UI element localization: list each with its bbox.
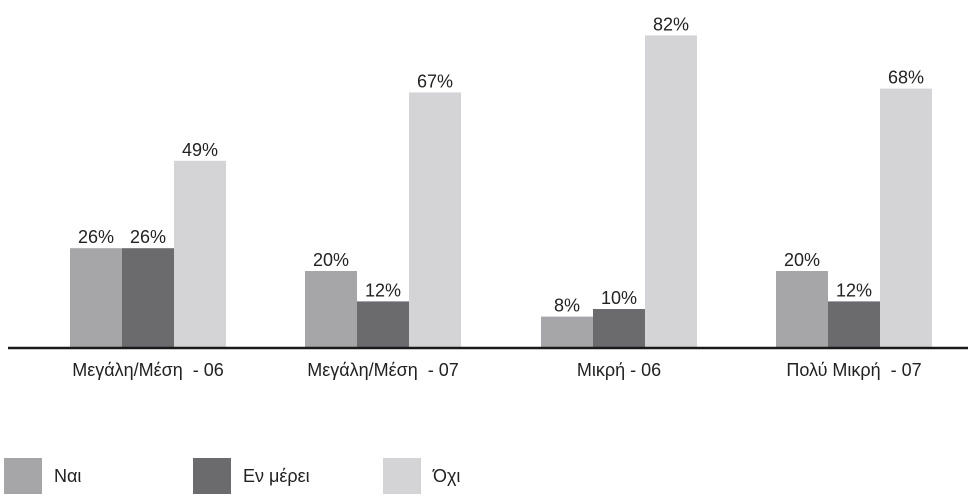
legend-item-en-merei: Εν μέρει: [193, 458, 310, 494]
bar-nai-4: [776, 271, 828, 347]
legend-swatch-en-merei: [193, 458, 231, 494]
bar-nai-3: [541, 316, 593, 347]
legend-item-ochi: Όχι: [383, 458, 460, 494]
value-label-nai-4: 20%: [784, 250, 820, 270]
value-label-ochi-2: 67%: [417, 71, 453, 91]
legend-label-en-merei: Εν μέρει: [243, 465, 310, 486]
bar-chart: 26% 26% 49% 20% 12% 67% 8% 10% 82% 20% 12% 68% Μεγά…: [8, 14, 968, 380]
bar-en-merei-4: [828, 301, 880, 347]
bar-nai-2: [305, 271, 357, 347]
value-label-en-merei-1: 26%: [130, 227, 166, 247]
value-label-en-merei-4: 12%: [836, 280, 872, 300]
value-label-en-merei-2: 12%: [365, 280, 401, 300]
legend-swatch-nai: [4, 458, 42, 494]
bar-ochi-2: [409, 92, 461, 348]
legend: Ναι Εν μέρει Όχι: [0, 458, 968, 497]
bars-group: [70, 35, 932, 348]
value-label-nai-2: 20%: [313, 250, 349, 270]
value-label-ochi-4: 68%: [888, 68, 924, 88]
value-label-en-merei-3: 10%: [601, 288, 637, 308]
bar-nai-1: [70, 248, 122, 347]
legend-label-ochi: Όχι: [433, 465, 461, 486]
bar-ochi-4: [880, 88, 932, 347]
category-labels-group: Μεγάλη/Μέση - 06 Μεγάλη/Μέση - 07 Μικρή - …: [72, 360, 921, 380]
value-labels-group: 26% 26% 49% 20% 12% 67% 8% 10% 82% 20% 12% 68%: [78, 14, 924, 315]
category-label-3: Μικρή - 06: [577, 360, 661, 380]
bar-en-merei-1: [122, 248, 174, 347]
value-label-nai-3: 8%: [554, 296, 580, 316]
legend-label-nai: Ναι: [54, 465, 82, 486]
bar-en-merei-3: [593, 309, 645, 347]
value-label-ochi-3: 82%: [653, 14, 689, 34]
category-label-1: Μεγάλη/Μέση - 06: [72, 360, 224, 380]
value-label-ochi-1: 49%: [182, 140, 218, 160]
category-label-4: Πολύ Μικρή - 07: [786, 360, 921, 380]
category-label-2: Μεγάλη/Μέση - 07: [307, 360, 459, 380]
legend-item-nai: Ναι: [4, 458, 81, 494]
bar-en-merei-2: [357, 301, 409, 347]
legend-swatch-ochi: [383, 458, 421, 494]
bar-ochi-3: [645, 35, 697, 348]
value-label-nai-1: 26%: [78, 227, 114, 247]
bar-ochi-1: [174, 160, 226, 347]
